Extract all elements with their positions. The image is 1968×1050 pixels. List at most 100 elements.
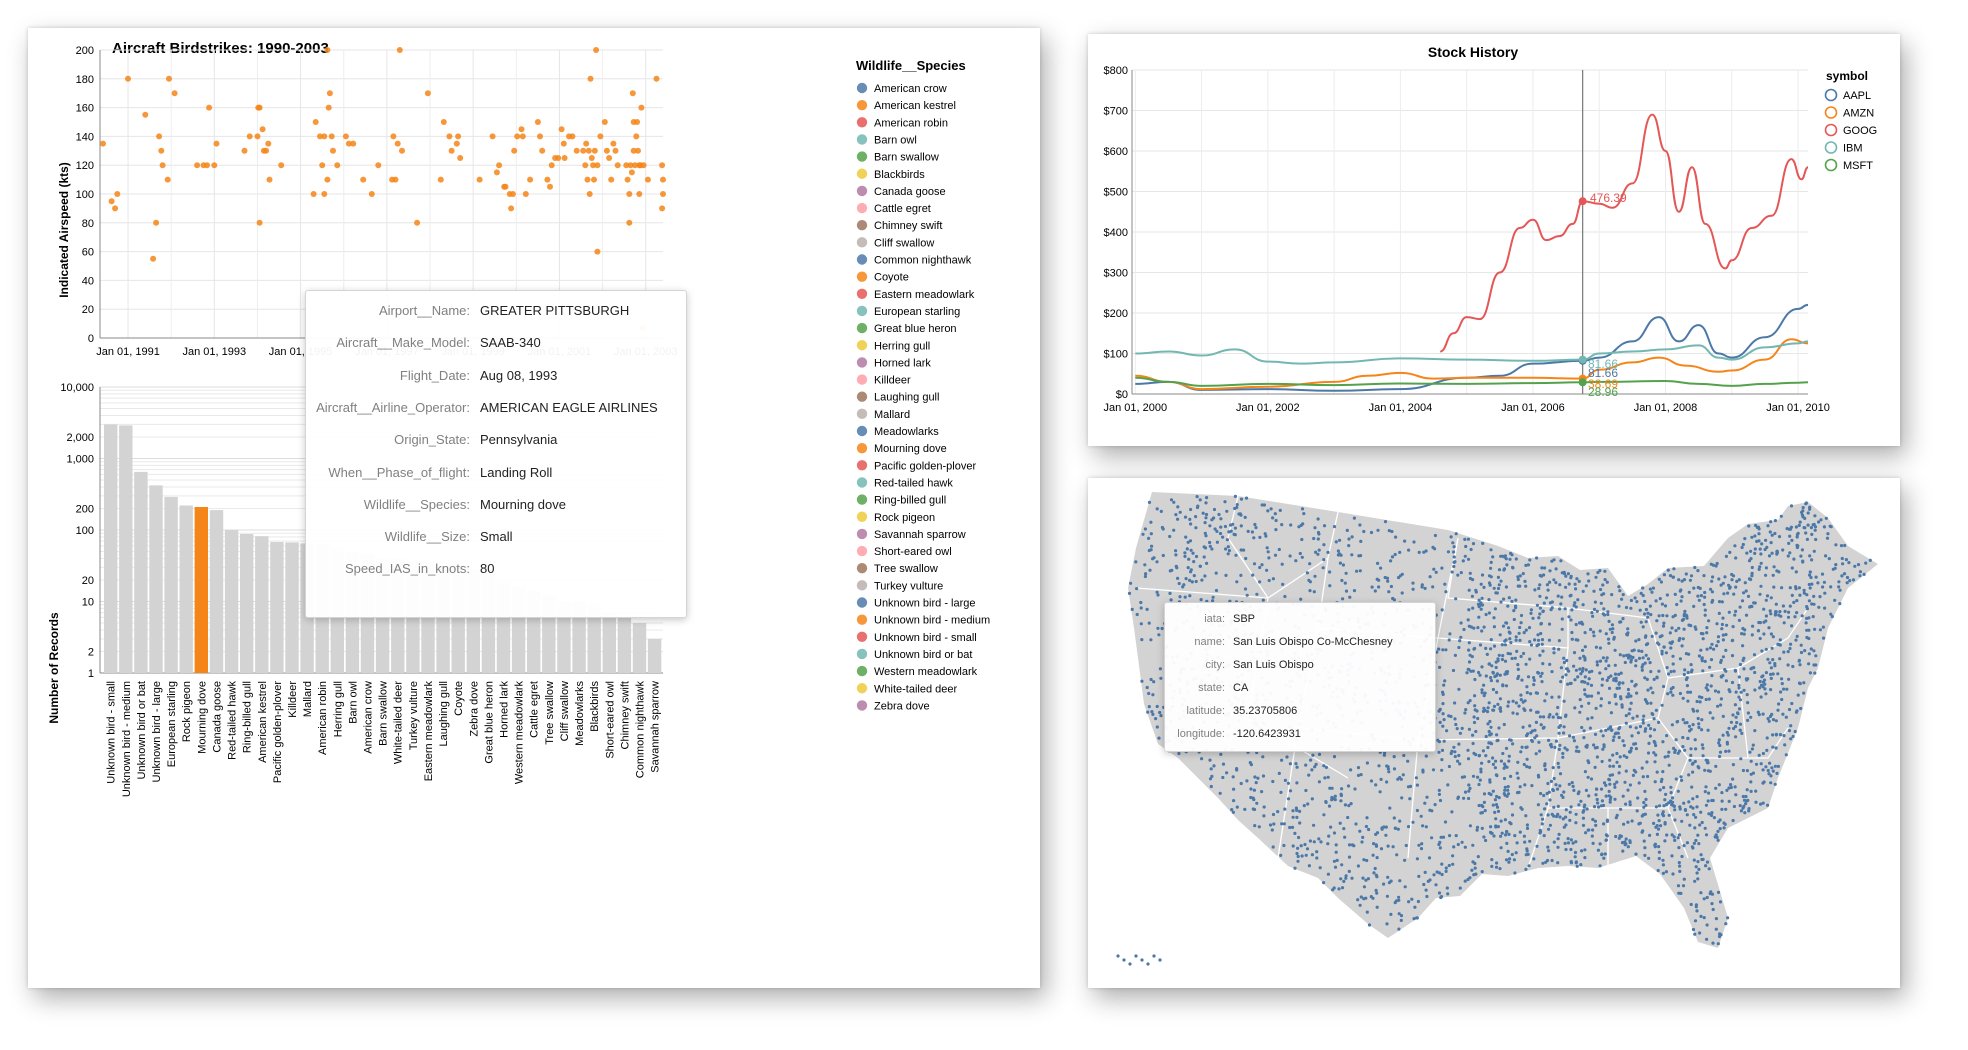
legend-item[interactable]: Eastern meadowlark bbox=[856, 288, 975, 301]
airport-point bbox=[1718, 900, 1723, 904]
legend-item[interactable]: Unknown bird - medium bbox=[856, 614, 990, 627]
airport-point bbox=[1471, 733, 1475, 737]
airport-point bbox=[1556, 594, 1560, 598]
legend-title: Wildlife__Species bbox=[856, 58, 966, 73]
airport-point bbox=[1313, 765, 1317, 769]
legend-item[interactable]: Common nighthawk bbox=[856, 254, 972, 267]
legend-item[interactable]: White-tailed deer bbox=[856, 683, 958, 695]
airport-point bbox=[1422, 882, 1426, 887]
legend-item[interactable]: Unknown bird - large bbox=[856, 597, 976, 610]
scatter-point bbox=[606, 155, 613, 161]
stock-legend-item[interactable]: AAPL bbox=[1824, 88, 1872, 103]
bar-x-label: American kestrel bbox=[257, 681, 269, 763]
legend-item[interactable]: Pacific golden-plover bbox=[856, 460, 977, 472]
legend-item[interactable]: Chimney swift bbox=[856, 220, 943, 232]
airport-point bbox=[1683, 668, 1687, 672]
airport-point bbox=[1681, 745, 1685, 749]
legend-item[interactable]: Ring-billed gull bbox=[856, 494, 946, 507]
legend-item[interactable]: American robin bbox=[856, 117, 948, 129]
airport-point bbox=[1769, 596, 1773, 600]
airport-point bbox=[1520, 678, 1524, 682]
legend-item[interactable]: European starling bbox=[856, 305, 960, 318]
legend-item[interactable]: Killdeer bbox=[856, 374, 911, 387]
airport-point bbox=[1524, 628, 1528, 632]
airport-point bbox=[1584, 668, 1588, 672]
stock-legend-item[interactable]: IBM bbox=[1824, 141, 1863, 155]
airport-point bbox=[1708, 892, 1712, 896]
legend-item[interactable]: Great blue heron bbox=[856, 322, 957, 335]
airport-point bbox=[1710, 902, 1714, 906]
legend-label: Killdeer bbox=[874, 375, 911, 387]
airport-point bbox=[1557, 731, 1561, 735]
legend-item[interactable]: Western meadowlark bbox=[856, 665, 978, 678]
legend-item[interactable]: Red-tailed hawk bbox=[856, 477, 954, 489]
airport-point bbox=[1771, 658, 1775, 662]
legend-item[interactable]: Tree swallow bbox=[856, 563, 938, 575]
legend-item[interactable]: Meadowlarks bbox=[856, 425, 940, 438]
airport-point bbox=[1444, 648, 1448, 652]
airport-point bbox=[1235, 768, 1239, 772]
airport-point bbox=[1550, 695, 1554, 699]
airport-point bbox=[1690, 762, 1695, 766]
airport-point bbox=[1480, 573, 1485, 577]
stock-legend-item[interactable]: GOOG bbox=[1824, 123, 1878, 138]
legend-item[interactable]: Herring gull bbox=[856, 340, 930, 352]
legend-item[interactable]: Barn swallow bbox=[856, 151, 939, 164]
airport-point bbox=[1489, 560, 1493, 564]
airport-point bbox=[1189, 568, 1193, 572]
legend-item[interactable]: Canada goose bbox=[856, 185, 946, 198]
legend-item[interactable]: Mallard bbox=[856, 408, 910, 421]
airport-point bbox=[1463, 845, 1467, 849]
airport-point bbox=[1517, 631, 1521, 635]
airport-point bbox=[1763, 682, 1767, 686]
legend-item[interactable]: Cliff swallow bbox=[856, 237, 935, 249]
legend-item[interactable]: Savannah sparrow bbox=[856, 528, 966, 541]
airport-point bbox=[1719, 583, 1723, 587]
legend-item[interactable]: Barn owl bbox=[856, 134, 917, 146]
airport-point bbox=[1465, 671, 1469, 675]
airport-point bbox=[1539, 791, 1543, 796]
legend-item[interactable]: American kestrel bbox=[856, 99, 956, 112]
airport-point bbox=[1655, 770, 1659, 774]
legend-item[interactable]: Laughing gull bbox=[856, 391, 940, 404]
airport-point bbox=[1504, 684, 1509, 688]
legend-item[interactable]: Unknown bird or bat bbox=[856, 648, 973, 661]
legend-item[interactable]: Turkey vulture bbox=[856, 580, 943, 592]
airport-point bbox=[1669, 646, 1673, 650]
species-legend[interactable]: American crow American kestrel American ro… bbox=[856, 82, 990, 713]
legend-item[interactable]: Blackbirds bbox=[856, 168, 925, 181]
stock-legend-item[interactable]: MSFT bbox=[1824, 158, 1874, 173]
airport-point bbox=[1518, 625, 1522, 630]
legend-item[interactable]: Zebra dove bbox=[856, 700, 930, 712]
airport-point bbox=[1466, 618, 1470, 622]
airport-point bbox=[1762, 607, 1766, 611]
airport-point bbox=[1447, 638, 1451, 642]
airport-point bbox=[1497, 653, 1501, 657]
legend-item[interactable]: Coyote bbox=[856, 271, 909, 284]
airport-point bbox=[1283, 807, 1287, 811]
stock-legend-item[interactable]: AMZN bbox=[1824, 106, 1875, 120]
airport-point bbox=[1705, 626, 1709, 630]
airport-point bbox=[1191, 551, 1195, 555]
airport-point bbox=[1579, 799, 1583, 803]
legend-item[interactable]: American crow bbox=[856, 82, 947, 95]
tooltip-value: Aug 08, 1993 bbox=[480, 367, 558, 383]
airport-point bbox=[1702, 602, 1706, 607]
airport-point bbox=[1316, 517, 1320, 521]
legend-item[interactable]: Rock pigeon bbox=[856, 511, 935, 524]
legend-item[interactable]: Horned lark bbox=[856, 357, 932, 369]
legend-item[interactable]: Mourning dove bbox=[856, 442, 947, 455]
airport-point bbox=[1326, 842, 1330, 846]
airport-point bbox=[1437, 750, 1441, 754]
airport-point bbox=[1152, 954, 1156, 958]
legend-item[interactable]: Cattle egret bbox=[856, 202, 931, 215]
airport-point bbox=[1578, 621, 1582, 625]
airport-point bbox=[1768, 714, 1773, 718]
airport-point bbox=[1613, 663, 1617, 667]
legend-item[interactable]: Short-eared owl bbox=[856, 545, 952, 558]
legend-item[interactable]: Unknown bird - small bbox=[856, 631, 977, 644]
airport-point bbox=[1696, 569, 1700, 573]
stock-legend[interactable]: AAPL AMZN GOOG IBM MSFT bbox=[1824, 88, 1878, 173]
scatter-point bbox=[632, 162, 638, 169]
airport-point bbox=[1295, 781, 1299, 785]
